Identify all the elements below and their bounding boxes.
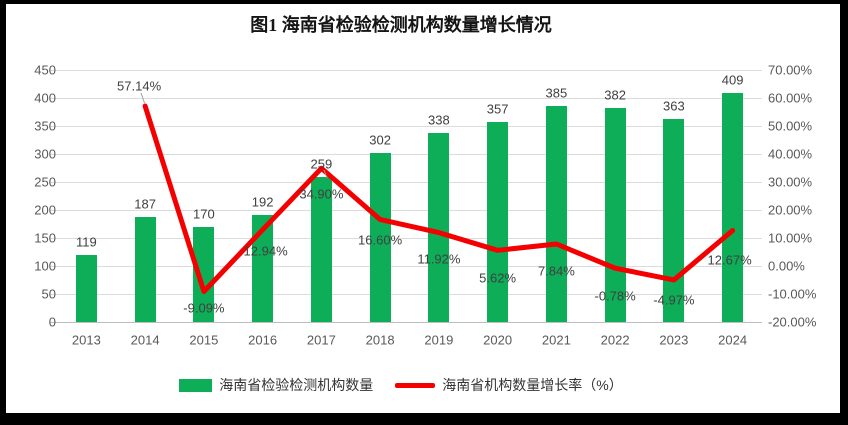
bar-series-swatch [179,378,213,392]
x-axis-line [50,321,762,323]
line-point-label: 7.84% [537,263,575,279]
left-axis-tick-label: 50 [41,286,56,302]
left-axis-tick-label: 450 [34,62,56,78]
bar-value-label: 338 [428,112,450,128]
gridline [50,265,762,267]
line-point-label: 34.90% [299,186,344,202]
bar-value-label: 119 [76,234,97,250]
gridline [50,237,762,239]
institutions-bar [545,106,567,322]
left-axis-tick-label: 100 [34,258,56,274]
right-axis-tick-label: 10.00% [768,230,813,246]
x-axis-tick-label: 2018 [365,332,395,348]
left-axis-tick-label: 0 [48,314,56,330]
right-axis-tick-label: 50.00% [768,118,813,134]
line-point-label: 5.62% [479,270,517,286]
x-axis-tick-label: 2013 [71,332,101,348]
x-axis-tick-label: 2022 [600,332,630,348]
right-axis-tick-label: 60.00% [768,90,813,106]
growth-rate-line-layer [140,92,736,294]
bar-value-label: 302 [369,132,391,148]
right-axis-tick-label: -10.00% [768,286,817,302]
institutions-bar [134,217,156,322]
bar-value-label: 170 [193,206,215,222]
x-axis-tick-label: 2020 [483,332,513,348]
institutions-bar [722,93,744,322]
legend-item-institutions: 海南省检验检测机构数量 [179,375,373,395]
institutions-bar [252,214,274,322]
line-point-label: -0.78% [594,288,636,304]
institutions-bar [428,132,450,322]
bar-value-label: 409 [721,72,744,88]
bar-value-label: 363 [663,98,685,114]
right-axis-tick-label: 70.00% [768,62,813,78]
line-point-label: 57.14% [117,78,162,94]
legend-label-institutions: 海南省检验检测机构数量 [219,377,374,393]
x-axis-tick-label: 2023 [659,332,689,348]
line-point-label: 16.60% [358,232,403,247]
bar-value-label: 187 [134,196,156,212]
right-axis-tick-label: 30.00% [768,174,813,190]
line-point-label: 12.94% [243,243,288,259]
institutions-bar [75,255,97,322]
left-axis-tick-label: 200 [34,202,56,218]
chart-panel: 图1 海南省检验检测机构数量增长情况 海南省检验检测机构数量 海南省机构数量增长… [6,4,840,413]
legend-item-growth-rate: 海南省机构数量增长率（%） [395,375,623,395]
gridline [50,69,762,71]
right-axis-tick-label: 20.00% [768,202,813,218]
bar-value-label: 382 [604,87,626,103]
x-axis-tick-label: 2014 [130,332,160,348]
gridline [50,125,762,127]
gridline [50,209,762,211]
left-axis-tick-label: 250 [34,174,56,190]
legend-label-growth-rate: 海南省机构数量增长率（%） [442,377,623,393]
bar-value-label: 192 [251,194,274,209]
left-axis-tick-label: 300 [34,146,56,162]
right-axis-tick-label: -20.00% [768,314,817,330]
bar-value-label: 259 [310,156,333,172]
line-point-label: -9.09% [183,300,225,315]
institutions-bar [487,122,509,322]
left-axis-tick-label: 350 [34,118,56,134]
right-axis-tick-label: 40.00% [768,146,813,162]
chart-legend: 海南省检验检测机构数量 海南省机构数量增长率（%） [6,375,796,395]
x-axis-tick-label: 2021 [541,332,571,348]
x-axis-tick-label: 2017 [306,332,336,348]
x-axis-tick-label: 2016 [248,332,278,348]
right-axis-tick-label: 0.00% [768,258,805,274]
chart-title: 图1 海南省检验检测机构数量增长情况 [250,15,552,35]
line-series-swatch [395,382,436,388]
x-axis-tick-label: 2015 [189,332,219,348]
line-point-label: -4.97% [653,292,695,308]
gridline [50,97,762,99]
left-axis-tick-label: 400 [34,90,56,106]
line-point-label: 11.92% [417,251,461,267]
gridline [50,293,762,295]
x-axis-tick-label: 2024 [718,332,748,348]
gridline [50,181,762,183]
x-axis-tick-label: 2019 [424,332,454,348]
gridline [50,153,762,155]
line-point-label: 12.67% [707,252,752,267]
bar-value-label: 357 [486,101,509,117]
bar-value-label: 385 [545,85,568,101]
left-axis-tick-label: 150 [34,230,56,246]
